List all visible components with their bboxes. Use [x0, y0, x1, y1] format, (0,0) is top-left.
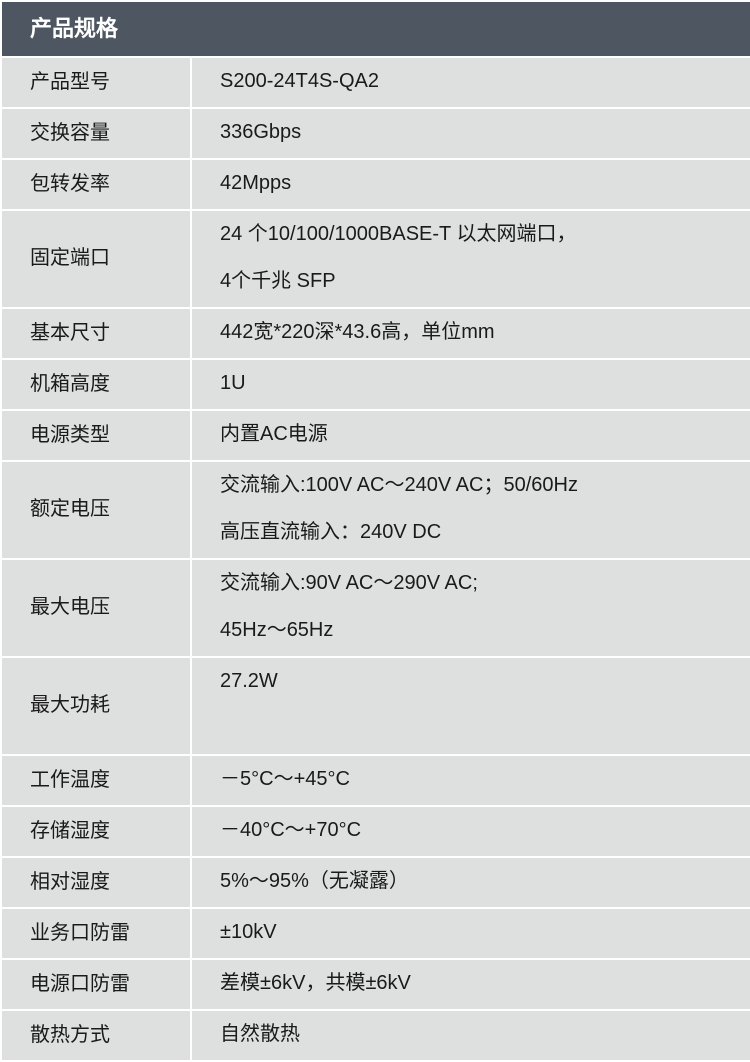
table-row: 最大电压交流输入:90V AC～290V AC; 45Hz～65Hz — [1, 559, 750, 657]
spec-value: －40°C～+70°C — [191, 806, 750, 857]
spec-value: 42Mpps — [191, 159, 750, 210]
table-row: 存储湿度－40°C～+70°C — [1, 806, 750, 857]
table-row: 电源口防雷差模±6kV，共模±6kV — [1, 959, 750, 1010]
spec-label: 基本尺寸 — [1, 308, 191, 359]
spec-value: 自然散热 — [191, 1010, 750, 1061]
spec-value: ±10kV — [191, 908, 750, 959]
spec-label: 产品型号 — [1, 57, 191, 108]
spec-value: －5°C～+45°C — [191, 755, 750, 806]
spec-value: 差模±6kV，共模±6kV — [191, 959, 750, 1010]
spec-value: 内置AC电源 — [191, 410, 750, 461]
table-row: 最大功耗27.2W — [1, 657, 750, 755]
table-row: 散热方式自然散热 — [1, 1010, 750, 1061]
table-row: 额定电压交流输入:100V AC～240V AC；50/60Hz 高压直流输入：… — [1, 461, 750, 559]
spec-value: 1U — [191, 359, 750, 410]
table-row: 基本尺寸442宽*220深*43.6高，单位mm — [1, 308, 750, 359]
spec-label: 固定端口 — [1, 210, 191, 308]
table-row: 产品型号S200-24T4S-QA2 — [1, 57, 750, 108]
spec-label: 交换容量 — [1, 108, 191, 159]
spec-label: 散热方式 — [1, 1010, 191, 1061]
table-row: 包转发率42Mpps — [1, 159, 750, 210]
spec-label: 额定电压 — [1, 461, 191, 559]
spec-table-header: 产品规格 — [1, 1, 750, 57]
spec-value: 交流输入:90V AC～290V AC; 45Hz～65Hz — [191, 559, 750, 657]
table-row: 工作温度－5°C～+45°C — [1, 755, 750, 806]
spec-value: 442宽*220深*43.6高，单位mm — [191, 308, 750, 359]
spec-value: 交流输入:100V AC～240V AC；50/60Hz 高压直流输入：240V… — [191, 461, 750, 559]
table-row: 相对湿度5%～95%（无凝露） — [1, 857, 750, 908]
table-row: 交换容量336Gbps — [1, 108, 750, 159]
table-row: 机箱高度1U — [1, 359, 750, 410]
spec-label: 电源口防雷 — [1, 959, 191, 1010]
spec-value: S200-24T4S-QA2 — [191, 57, 750, 108]
table-row: 业务口防雷±10kV — [1, 908, 750, 959]
spec-label: 电源类型 — [1, 410, 191, 461]
spec-value: 336Gbps — [191, 108, 750, 159]
spec-value: 24 个10/100/1000BASE-T 以太网端口， 4个千兆 SFP — [191, 210, 750, 308]
spec-label: 工作温度 — [1, 755, 191, 806]
table-row: 电源类型内置AC电源 — [1, 410, 750, 461]
spec-label: 业务口防雷 — [1, 908, 191, 959]
spec-label: 相对湿度 — [1, 857, 191, 908]
spec-label: 机箱高度 — [1, 359, 191, 410]
spec-label: 存储湿度 — [1, 806, 191, 857]
spec-label: 包转发率 — [1, 159, 191, 210]
spec-label: 最大功耗 — [1, 657, 191, 755]
spec-value: 27.2W — [191, 657, 750, 755]
spec-value: 5%～95%（无凝露） — [191, 857, 750, 908]
table-row: 固定端口24 个10/100/1000BASE-T 以太网端口， 4个千兆 SF… — [1, 210, 750, 308]
spec-label: 最大电压 — [1, 559, 191, 657]
product-spec-table: 产品规格产品型号S200-24T4S-QA2交换容量336Gbps包转发率42M… — [0, 0, 750, 1062]
